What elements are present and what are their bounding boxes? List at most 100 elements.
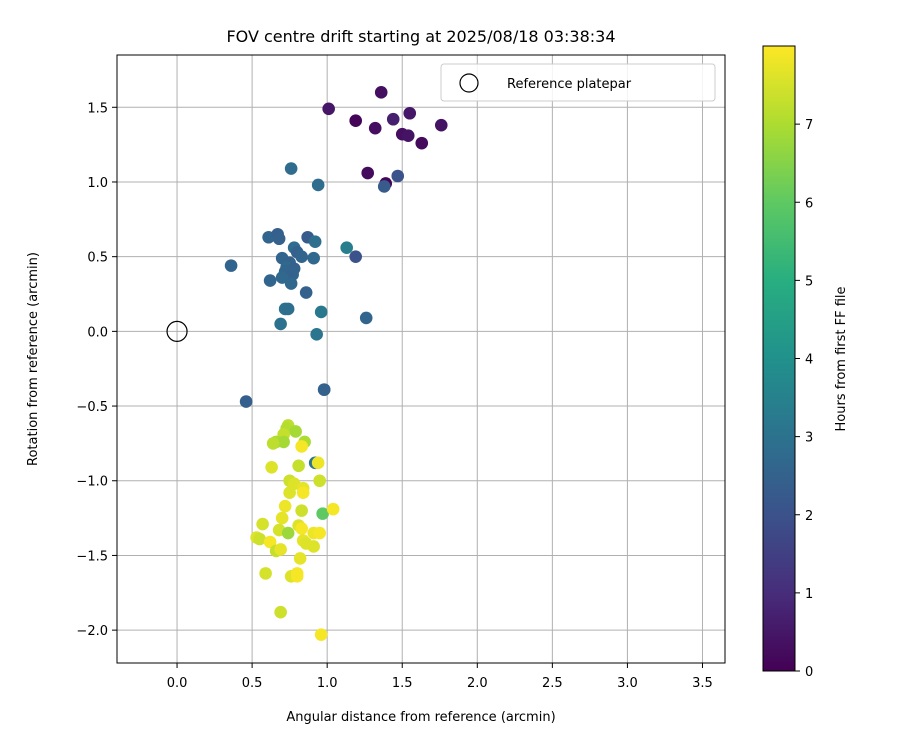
data-point bbox=[274, 317, 287, 331]
data-point bbox=[415, 136, 429, 150]
y-tick-label: −1.0 bbox=[76, 475, 108, 490]
colorbar-tick-label: 1 bbox=[805, 587, 813, 602]
data-point bbox=[434, 118, 448, 132]
legend-label: Reference platepar bbox=[507, 77, 632, 92]
data-point bbox=[274, 543, 287, 556]
colorbar-label: Hours from first FF file bbox=[834, 286, 849, 431]
data-point bbox=[295, 504, 308, 517]
legend-box bbox=[440, 63, 716, 102]
data-point bbox=[314, 305, 328, 319]
data-point bbox=[361, 166, 375, 180]
data-point bbox=[274, 605, 287, 619]
data-point bbox=[289, 425, 302, 438]
x-tick-label: 3.5 bbox=[692, 676, 713, 691]
data-point bbox=[340, 241, 353, 255]
data-point bbox=[263, 274, 277, 287]
x-tick-label: 0.0 bbox=[167, 676, 188, 691]
data-point bbox=[263, 535, 277, 549]
data-point bbox=[311, 178, 325, 192]
data-point bbox=[349, 114, 362, 128]
colorbar-tick-label: 7 bbox=[805, 118, 813, 133]
data-point bbox=[314, 628, 328, 641]
x-tick-label: 3.0 bbox=[617, 676, 638, 691]
data-point bbox=[295, 522, 308, 535]
data-point bbox=[281, 526, 295, 540]
y-tick-label: 0.5 bbox=[87, 251, 108, 266]
data-point bbox=[296, 486, 310, 500]
data-point bbox=[284, 277, 298, 290]
data-point bbox=[307, 540, 320, 553]
data-point bbox=[374, 86, 388, 99]
data-point bbox=[272, 232, 286, 246]
data-point bbox=[326, 502, 340, 516]
data-point bbox=[265, 461, 278, 474]
data-point bbox=[368, 121, 382, 135]
data-point bbox=[293, 552, 307, 565]
colorbar-tick-label: 2 bbox=[805, 509, 813, 524]
y-axis-label: Rotation from reference (arcmin) bbox=[26, 252, 41, 466]
reference-platepar-marker bbox=[166, 320, 188, 342]
data-point bbox=[391, 169, 405, 183]
data-point bbox=[256, 517, 269, 531]
x-tick-label: 1.5 bbox=[392, 676, 413, 691]
data-point bbox=[275, 271, 289, 284]
data-point bbox=[277, 435, 290, 449]
data-point bbox=[284, 162, 298, 175]
data-point bbox=[292, 459, 305, 473]
x-tick-label: 0.5 bbox=[242, 676, 263, 691]
legend: Reference platepar bbox=[440, 63, 716, 102]
data-point bbox=[311, 456, 325, 470]
data-point bbox=[307, 251, 320, 265]
data-point bbox=[278, 499, 292, 513]
data-point bbox=[349, 250, 362, 263]
colorbar-tick-label: 5 bbox=[805, 274, 813, 289]
data-point bbox=[259, 567, 272, 580]
data-point bbox=[313, 526, 326, 540]
data-point bbox=[310, 328, 323, 341]
data-point bbox=[281, 302, 295, 316]
data-point bbox=[322, 102, 335, 116]
x-axis-label: Angular distance from reference (arcmin) bbox=[286, 710, 555, 725]
y-tick-label: 1.0 bbox=[87, 176, 108, 191]
x-axis-ticks: 0.0 0.5 1.0 1.5 2.0 2.5 3.0 3.5 bbox=[167, 663, 713, 691]
data-point bbox=[401, 129, 415, 142]
colorbar-gradient bbox=[762, 45, 796, 672]
data-point bbox=[253, 532, 266, 546]
data-point bbox=[403, 106, 417, 120]
data-point bbox=[377, 180, 391, 193]
y-tick-label: −2.0 bbox=[76, 624, 108, 639]
y-axis-ticks: −2.0 −1.5 −1.0 −0.5 0.0 0.5 1.0 1.5 bbox=[76, 101, 117, 639]
y-tick-label: −1.5 bbox=[76, 549, 108, 564]
x-tick-label: 2.0 bbox=[467, 676, 488, 691]
data-point bbox=[266, 437, 280, 450]
data-point bbox=[359, 311, 373, 325]
data-point bbox=[316, 507, 329, 520]
legend-reference-marker bbox=[459, 73, 479, 93]
colorbar-ticks: 0 1 2 3 4 5 6 7 bbox=[795, 118, 813, 680]
data-point bbox=[308, 235, 322, 249]
data-point bbox=[275, 511, 289, 525]
data-point bbox=[295, 440, 308, 453]
grid-lines bbox=[117, 55, 725, 663]
colorbar-tick-label: 3 bbox=[805, 431, 813, 446]
y-tick-label: 0.0 bbox=[87, 325, 108, 340]
data-point bbox=[313, 474, 326, 488]
data-point bbox=[386, 112, 400, 126]
x-tick-label: 2.5 bbox=[542, 676, 563, 691]
colorbar-tick-label: 4 bbox=[805, 353, 813, 368]
data-point bbox=[290, 570, 304, 583]
y-tick-label: 1.5 bbox=[87, 101, 108, 116]
plot-frame bbox=[116, 54, 726, 664]
data-point bbox=[317, 383, 331, 396]
colorbar-tick-label: 6 bbox=[805, 196, 813, 211]
data-point bbox=[283, 486, 296, 500]
colorbar: 0 1 2 3 4 5 6 7 Hours from first FF file bbox=[762, 45, 849, 680]
reference-marker-group bbox=[166, 320, 188, 342]
x-tick-label: 1.0 bbox=[317, 676, 338, 691]
data-point bbox=[224, 259, 238, 272]
data-point bbox=[295, 250, 308, 263]
data-point bbox=[239, 395, 253, 408]
y-tick-label: −0.5 bbox=[76, 400, 108, 415]
data-points bbox=[224, 86, 448, 641]
